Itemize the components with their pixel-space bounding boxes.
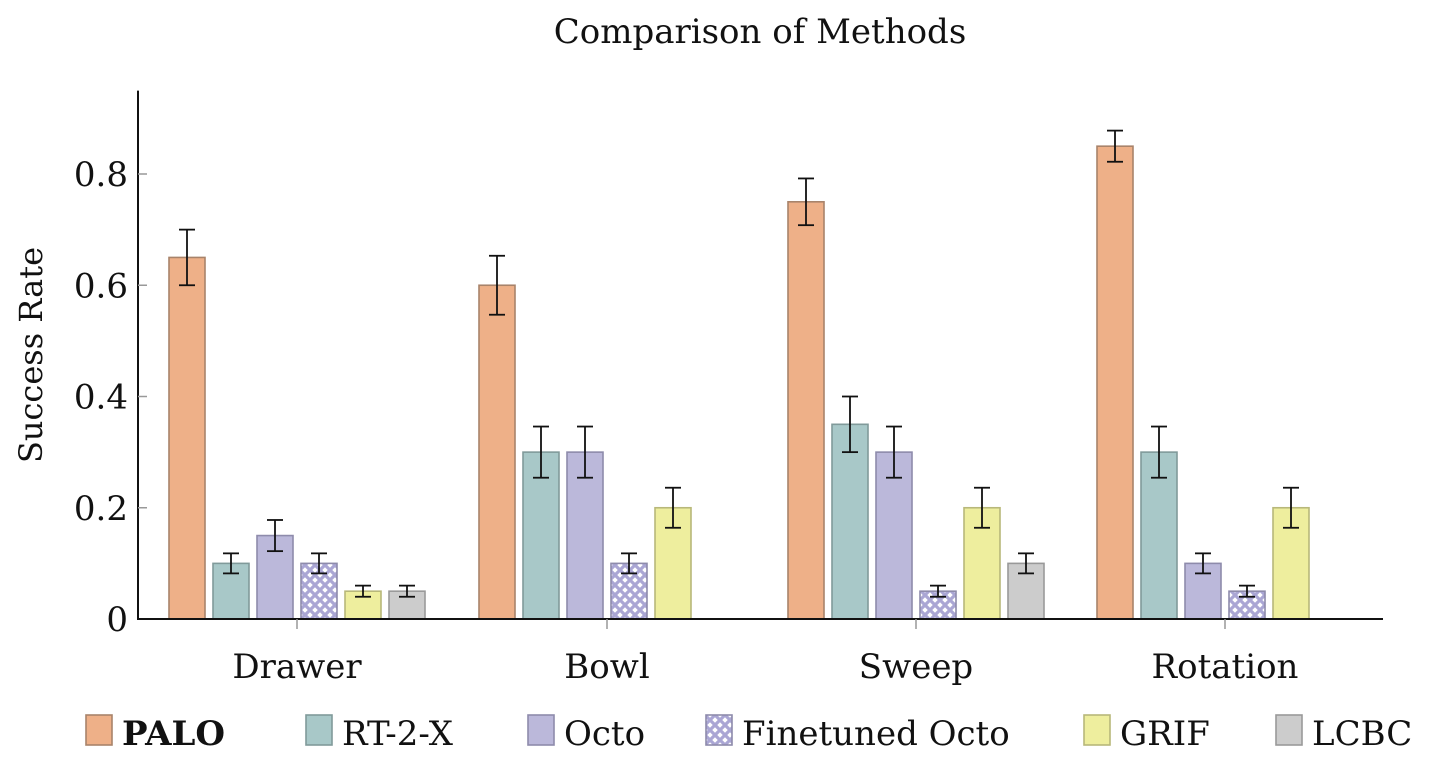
x-category-label: Sweep — [859, 647, 973, 687]
legend-label: GRIF — [1120, 714, 1210, 754]
legend-swatch — [1083, 714, 1111, 746]
error-bar — [1239, 584, 1255, 598]
bar-rt-2-x-rotation — [1140, 451, 1178, 620]
legend-item: RT-2-X — [305, 714, 454, 754]
legend-item: PALO — [85, 714, 225, 754]
bar-palo-rotation — [1096, 145, 1134, 620]
bar-octo-bowl — [566, 451, 604, 620]
legend-item: LCBC — [1275, 714, 1412, 754]
x-category-label: Drawer — [232, 647, 362, 687]
legend-label: RT-2-X — [342, 714, 454, 754]
error-bar — [1018, 552, 1034, 575]
legend: PALO RT-2-X Octo Finetuned Octo GRIF LCBC — [85, 714, 1412, 754]
legend-swatch — [1275, 714, 1303, 746]
legend-label: Finetuned Octo — [742, 714, 1010, 754]
error-bar — [1283, 486, 1299, 529]
bar-octo-sweep — [875, 451, 913, 620]
legend-swatch — [305, 714, 333, 746]
error-bar — [930, 584, 946, 598]
error-bar — [179, 228, 195, 287]
legend-label: LCBC — [1312, 714, 1412, 754]
y-tick-label: 0.2 — [74, 489, 128, 529]
error-bar — [267, 519, 283, 553]
error-bar — [311, 552, 327, 575]
y-tick-label: 0.6 — [74, 266, 128, 306]
error-bar — [577, 425, 593, 479]
legend-label: Octo — [564, 714, 645, 754]
error-bar — [1151, 425, 1167, 479]
bar-palo-bowl — [478, 284, 516, 620]
error-bar — [489, 254, 505, 316]
y-tick-label: 0 — [106, 600, 128, 640]
legend-swatch — [705, 714, 733, 746]
plot-area: 0 0.2 0.4 0.6 0.8 Drawer Bowl Sweep Rotation — [74, 90, 1383, 687]
error-bar — [223, 552, 239, 575]
bar-palo-sweep — [787, 201, 825, 620]
error-bar — [974, 486, 990, 529]
error-bar — [665, 486, 681, 529]
x-category-label: Bowl — [564, 647, 649, 687]
y-tick-label: 0.4 — [74, 378, 128, 418]
bar-rt-2-x-sweep — [831, 423, 869, 620]
legend-item: GRIF — [1083, 714, 1210, 754]
error-bar — [1195, 552, 1211, 575]
legend-label: PALO — [122, 714, 225, 754]
legend-swatch — [527, 714, 555, 746]
y-tick-label: 0.8 — [74, 155, 128, 195]
error-bar — [1107, 129, 1123, 163]
x-category-label: Rotation — [1152, 647, 1299, 687]
y-axis-title: Success Rate — [12, 247, 50, 463]
error-bar — [798, 177, 814, 227]
error-bar — [886, 425, 902, 479]
error-bar — [533, 425, 549, 479]
bar-rt-2-x-bowl — [522, 451, 560, 620]
error-bar — [621, 552, 637, 575]
bar-palo-drawer — [168, 256, 206, 620]
legend-item: Octo — [527, 714, 645, 754]
error-bar — [842, 395, 858, 454]
error-bar — [355, 584, 371, 598]
error-bar — [399, 584, 415, 598]
legend-swatch — [85, 714, 113, 746]
legend-item: Finetuned Octo — [705, 714, 1010, 754]
chart-title: Comparison of Methods — [554, 12, 967, 52]
